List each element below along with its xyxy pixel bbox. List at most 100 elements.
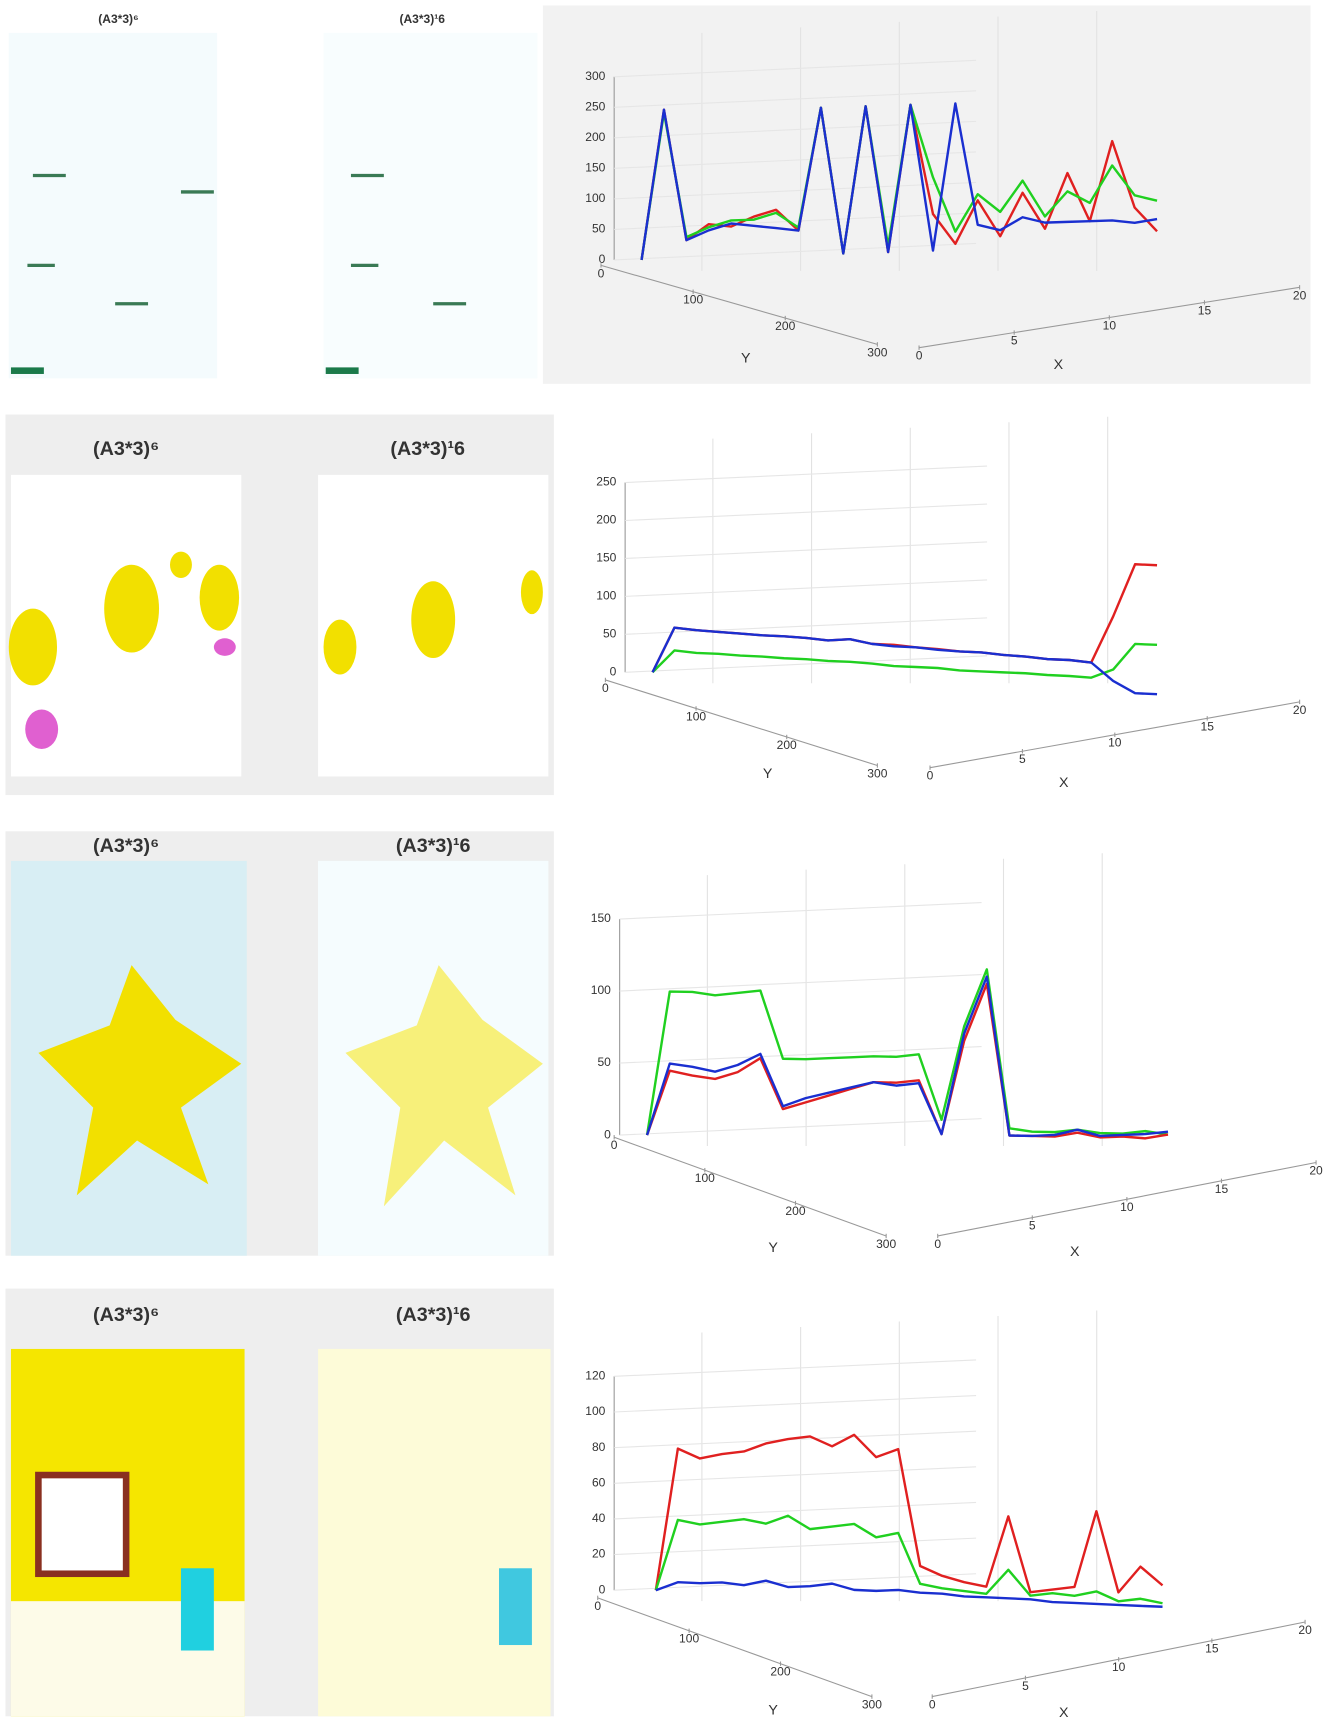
z-tick-label: 100 bbox=[585, 1404, 605, 1418]
x-tick-label: 0 bbox=[916, 349, 923, 363]
x-tick-label: 5 bbox=[1019, 752, 1026, 766]
x-tick-label: 20 bbox=[1298, 1623, 1312, 1637]
series-line bbox=[645, 975, 1169, 1138]
plot-background bbox=[559, 1288, 1328, 1717]
x-tick-label: 15 bbox=[1205, 1642, 1219, 1656]
z-tick-label: 50 bbox=[597, 1055, 611, 1069]
y-tick-label: 200 bbox=[775, 319, 795, 333]
y-axis bbox=[605, 679, 878, 767]
y-axis bbox=[613, 1136, 887, 1237]
series-line bbox=[654, 1433, 1164, 1594]
x-tick-label: 0 bbox=[927, 769, 934, 783]
y-tick-label: 0 bbox=[598, 266, 605, 280]
z-tick-label: 250 bbox=[585, 99, 605, 113]
z-tick-label: 0 bbox=[610, 664, 617, 678]
x-tick-label: 5 bbox=[1029, 1219, 1036, 1233]
grid-line bbox=[619, 974, 982, 992]
z-tick-label: 150 bbox=[585, 161, 605, 175]
grid-line bbox=[625, 579, 988, 597]
z-tick-label: 200 bbox=[585, 130, 605, 144]
y-tick-label: 0 bbox=[594, 1599, 601, 1613]
grid-line bbox=[625, 541, 988, 559]
grid-line bbox=[619, 1046, 982, 1064]
y-tick-label: 0 bbox=[602, 681, 609, 695]
plot-background bbox=[542, 5, 1311, 384]
x-tick-label: 15 bbox=[1198, 303, 1212, 317]
panel-title: (A3*3)¹6 bbox=[396, 835, 471, 857]
y-tick-label: 300 bbox=[867, 345, 887, 359]
y-tick-label: 200 bbox=[777, 738, 797, 752]
x-tick-label: 0 bbox=[934, 1237, 941, 1251]
x-axis-label: X bbox=[1054, 357, 1064, 373]
z-tick-label: 50 bbox=[603, 627, 617, 641]
grid-line bbox=[619, 1118, 982, 1136]
z-tick-label: 80 bbox=[592, 1440, 606, 1454]
z-tick-label: 60 bbox=[592, 1475, 606, 1489]
grid-line bbox=[619, 902, 982, 920]
z-tick-label: 150 bbox=[596, 551, 616, 565]
y-axis-label: Y bbox=[768, 1240, 778, 1256]
y-axis-label: Y bbox=[763, 766, 773, 782]
x-tick-label: 5 bbox=[1011, 334, 1018, 348]
grid-line bbox=[614, 1359, 977, 1377]
series-line bbox=[651, 642, 1158, 679]
panel-title: (A3*3)¹6 bbox=[396, 1304, 471, 1326]
x-tick-label: 10 bbox=[1108, 736, 1122, 750]
z-tick-label: 100 bbox=[596, 589, 616, 603]
grid-line bbox=[614, 1501, 977, 1520]
z-tick-label: 20 bbox=[592, 1547, 606, 1561]
y-axis bbox=[597, 1597, 873, 1698]
grid-line bbox=[614, 59, 977, 78]
grid-line bbox=[614, 90, 977, 108]
series-line bbox=[645, 982, 1169, 1140]
grid-line bbox=[625, 503, 988, 522]
x-tick-label: 20 bbox=[1309, 1163, 1323, 1177]
panel-title: (A3*3)⁶ bbox=[93, 438, 159, 460]
x-axis-label: X bbox=[1070, 1244, 1080, 1260]
y-tick-label: 100 bbox=[679, 1632, 699, 1646]
y-axis-label: Y bbox=[768, 1703, 778, 1719]
grid-line bbox=[614, 212, 977, 230]
z-tick-label: 300 bbox=[585, 69, 605, 83]
grid-line bbox=[614, 1466, 977, 1484]
y-tick-label: 100 bbox=[683, 293, 703, 307]
x-tick-label: 15 bbox=[1201, 719, 1215, 733]
y-tick-label: 100 bbox=[686, 709, 706, 723]
panel-title: (A3*3)⁶ bbox=[93, 835, 159, 857]
panel-title: (A3*3)⁶ bbox=[98, 12, 138, 26]
z-tick-label: 0 bbox=[604, 1127, 611, 1141]
y-tick-label: 0 bbox=[611, 1138, 618, 1152]
series-line bbox=[640, 102, 1158, 261]
grid-line bbox=[614, 1394, 977, 1413]
y-axis bbox=[600, 264, 878, 345]
grid-line bbox=[625, 655, 988, 673]
x-tick-label: 10 bbox=[1103, 318, 1117, 332]
y-tick-label: 100 bbox=[695, 1171, 715, 1185]
z-tick-label: 200 bbox=[596, 513, 616, 527]
x-axis-label: X bbox=[1059, 775, 1069, 791]
z-tick-label: 40 bbox=[592, 1511, 606, 1525]
y-tick-label: 300 bbox=[862, 1698, 882, 1712]
z-tick-label: 150 bbox=[591, 911, 611, 925]
x-tick-label: 10 bbox=[1112, 1660, 1126, 1674]
z-tick-label: 0 bbox=[599, 252, 606, 266]
x-tick-label: 5 bbox=[1022, 1679, 1029, 1693]
x-tick-label: 15 bbox=[1215, 1182, 1229, 1196]
plot-background bbox=[559, 414, 1328, 796]
z-tick-label: 120 bbox=[585, 1369, 605, 1383]
x-tick-label: 0 bbox=[929, 1698, 936, 1712]
panel-title: (A3*3)⁶ bbox=[93, 1304, 159, 1326]
image-panels bbox=[5, 32, 554, 1717]
x-tick-label: 10 bbox=[1120, 1200, 1134, 1214]
z-tick-label: 250 bbox=[596, 475, 616, 489]
y-tick-label: 200 bbox=[785, 1204, 805, 1218]
y-tick-label: 300 bbox=[876, 1237, 896, 1251]
z-tick-label: 100 bbox=[591, 983, 611, 997]
series-line bbox=[654, 1514, 1163, 1605]
grid-line bbox=[625, 617, 988, 635]
panel-title: (A3*3)¹6 bbox=[399, 12, 445, 26]
plot-background bbox=[559, 831, 1328, 1256]
x-tick-label: 20 bbox=[1293, 288, 1307, 302]
